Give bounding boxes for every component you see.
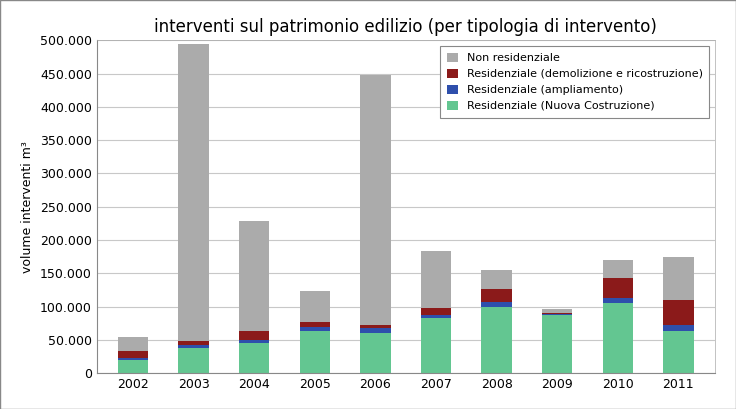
Bar (542, 314, 573, 315)
Bar (663, 300, 693, 325)
Bar (300, 291, 330, 322)
Bar (542, 312, 573, 314)
Bar (118, 360, 148, 373)
Legend: Non residenziale, Residenziale (demolizione e ricostruzione), Residenziale (ampl: Non residenziale, Residenziale (demolizi… (440, 46, 710, 118)
Bar (603, 298, 633, 303)
Bar (481, 302, 512, 307)
Bar (239, 331, 269, 340)
Bar (421, 308, 451, 315)
Bar (239, 343, 269, 373)
Y-axis label: volume interventi m³: volume interventi m³ (21, 141, 35, 273)
Bar (300, 327, 330, 331)
Bar (118, 337, 148, 351)
Bar (481, 270, 512, 289)
Bar (118, 358, 148, 360)
Bar (239, 340, 269, 343)
Bar (421, 252, 451, 308)
Bar (663, 325, 693, 331)
Bar (178, 341, 209, 344)
Bar (603, 260, 633, 278)
Bar (178, 44, 209, 341)
Bar (542, 315, 573, 373)
Bar (118, 351, 148, 358)
Bar (360, 325, 391, 328)
Bar (481, 289, 512, 302)
Bar (239, 221, 269, 331)
Bar (360, 75, 391, 325)
Bar (421, 318, 451, 373)
Bar (178, 344, 209, 348)
Bar (300, 331, 330, 373)
Bar (663, 331, 693, 373)
Bar (360, 328, 391, 333)
Bar (542, 309, 573, 312)
Bar (421, 315, 451, 318)
Bar (300, 322, 330, 327)
Bar (481, 307, 512, 373)
Bar (663, 257, 693, 300)
Bar (178, 348, 209, 373)
Bar (603, 278, 633, 298)
Title: interventi sul patrimonio edilizio (per tipologia di intervento): interventi sul patrimonio edilizio (per … (155, 18, 657, 36)
Bar (360, 333, 391, 373)
Bar (603, 303, 633, 373)
